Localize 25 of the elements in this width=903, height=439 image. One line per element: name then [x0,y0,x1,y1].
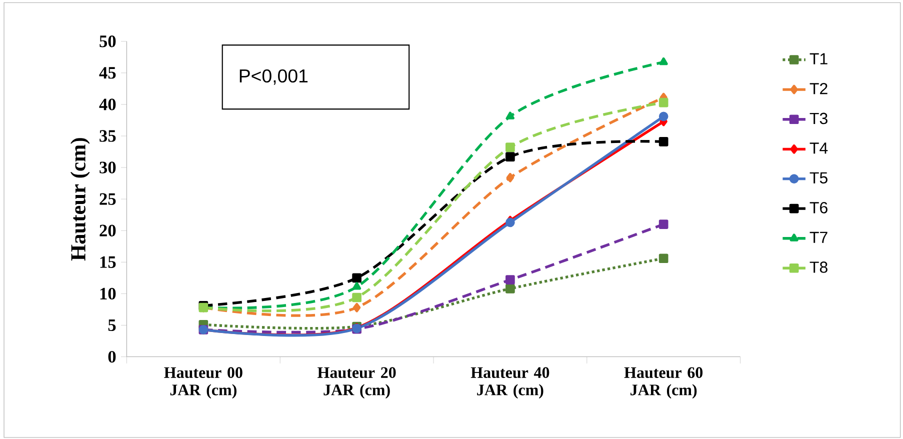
y-tick-label: 20 [100,224,116,237]
legend-label: T3 [810,112,828,124]
y-axis-title: Hauteur (cm) [70,138,90,261]
legend-label: T1 [810,53,828,64]
x-tick-label: Hauteur 40 JAR (cm) [470,367,550,399]
y-tick-label: 15 [100,256,116,268]
legend-label: T8 [810,262,828,273]
annotation: P<0,001 [240,69,308,85]
legend-label: T4 [810,142,828,154]
legend-label: T7 [810,232,828,243]
y-tick-label: 25 [100,193,116,205]
legend-label: T6 [810,202,828,214]
x-tick-label: Hauteur 20 JAR (cm) [318,367,396,399]
y-tick-label: 50 [100,36,116,48]
legend-label: T2 [810,83,828,94]
y-tick-label: 30 [100,162,116,174]
y-tick-label: 10 [100,288,116,300]
legend-label: T5 [810,172,828,184]
y-tick-label: 40 [99,98,116,110]
y-tick-label: 0 [108,351,116,363]
y-tick-label: 5 [108,320,116,332]
x-tick-label: Hauteur 60 JAR (cm) [624,367,703,399]
y-tick-label: 45 [99,67,116,79]
y-tick-label: 35 [100,130,116,142]
x-tick-label: Hauteur 00 JAR (cm) [164,367,242,399]
